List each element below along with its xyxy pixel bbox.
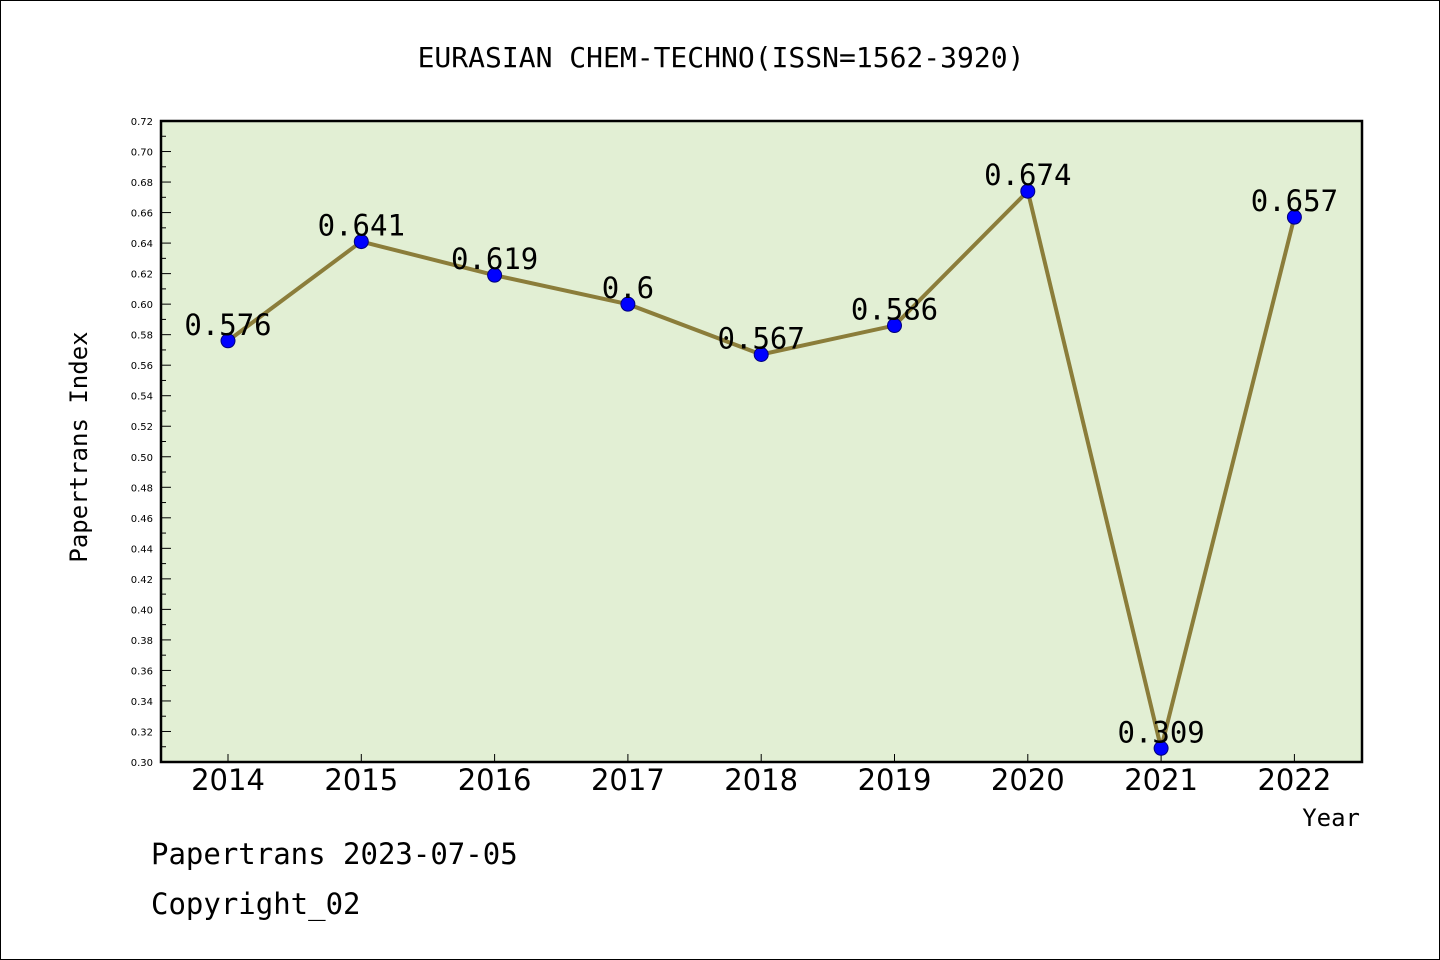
data-point-marker	[220, 333, 236, 349]
y-tick-label: 0.72	[131, 117, 153, 128]
y-tick-label: 0.30	[131, 758, 153, 769]
y-tick-label: 0.62	[131, 270, 153, 281]
y-tick-label: 0.54	[131, 392, 153, 403]
data-point-marker	[887, 318, 902, 334]
data-point-marker	[753, 347, 769, 363]
x-tick-label: 2018	[724, 763, 798, 797]
x-tick-label: 2016	[458, 763, 532, 797]
y-tick-label: 0.56	[131, 361, 153, 372]
y-tick-label: 0.46	[131, 514, 153, 525]
y-tick-label: 0.68	[131, 178, 153, 189]
chart-title: EURASIAN CHEM-TECHNO(ISSN=1562-3920)	[418, 41, 1025, 74]
y-tick-label: 0.52	[131, 422, 153, 433]
data-label: 0.586	[851, 293, 938, 327]
data-labels: 0.576 0.641 0.619 0.6 0.567 0.586 0.674 0.309 0.…	[184, 158, 1338, 749]
data-label: 0.641	[318, 209, 405, 243]
data-label: 0.619	[451, 242, 538, 276]
footer-copyright: Copyright_02	[151, 887, 361, 921]
x-axis: 2014 2015 2016 2017 2018 2019 2020 2021 2022	[191, 754, 1331, 797]
data-point-marker	[1020, 183, 1036, 199]
data-point-marker	[353, 234, 369, 250]
y-tick-label: 0.70	[131, 148, 153, 159]
footer-date: Papertrans 2023-07-05	[151, 837, 518, 871]
x-tick-label: 2019	[858, 763, 932, 797]
y-tick-label: 0.44	[131, 544, 153, 555]
data-label: 0.576	[184, 308, 271, 342]
x-tick-label: 2017	[591, 763, 665, 797]
x-axis-label: Year	[1302, 804, 1360, 832]
y-tick-label: 0.48	[131, 483, 153, 494]
x-tick-label: 2021	[1124, 763, 1198, 797]
y-axis: 0.30 0.32 0.34 0.36 0.38 0.40 0.42 0.44 0.46 0.48…	[131, 117, 171, 769]
y-tick-label: 0.66	[131, 209, 153, 220]
data-point-marker	[620, 296, 636, 312]
x-tick-label: 2022	[1257, 763, 1331, 797]
y-axis-label: Papertrans Index	[65, 331, 93, 562]
y-tick-label: 0.64	[131, 239, 153, 250]
x-tick-label: 2014	[191, 763, 265, 797]
y-tick-label: 0.32	[131, 727, 153, 738]
data-label: 0.309	[1117, 715, 1204, 749]
x-tick-label: 2020	[991, 763, 1065, 797]
y-tick-label: 0.42	[131, 575, 153, 586]
y-tick-label: 0.38	[131, 636, 153, 647]
data-series	[220, 183, 1302, 756]
y-tick-label: 0.60	[131, 300, 153, 311]
data-label: 0.657	[1251, 184, 1338, 218]
data-label: 0.567	[718, 322, 805, 356]
y-tick-label: 0.58	[131, 331, 153, 342]
y-tick-label: 0.34	[131, 697, 153, 708]
data-point-marker	[487, 267, 503, 283]
y-tick-label: 0.36	[131, 666, 153, 677]
y-tick-label: 0.40	[131, 605, 153, 616]
x-tick-label: 2015	[324, 763, 398, 797]
plot-area	[159, 119, 1364, 764]
data-label: 0.674	[984, 158, 1071, 192]
y-tick-label: 0.50	[131, 453, 153, 464]
data-point-marker	[1286, 209, 1302, 225]
data-label: 0.6	[602, 271, 654, 305]
data-point-marker	[1153, 740, 1169, 756]
